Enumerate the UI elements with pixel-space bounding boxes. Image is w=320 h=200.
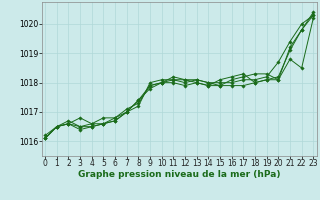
X-axis label: Graphe pression niveau de la mer (hPa): Graphe pression niveau de la mer (hPa) — [78, 170, 280, 179]
